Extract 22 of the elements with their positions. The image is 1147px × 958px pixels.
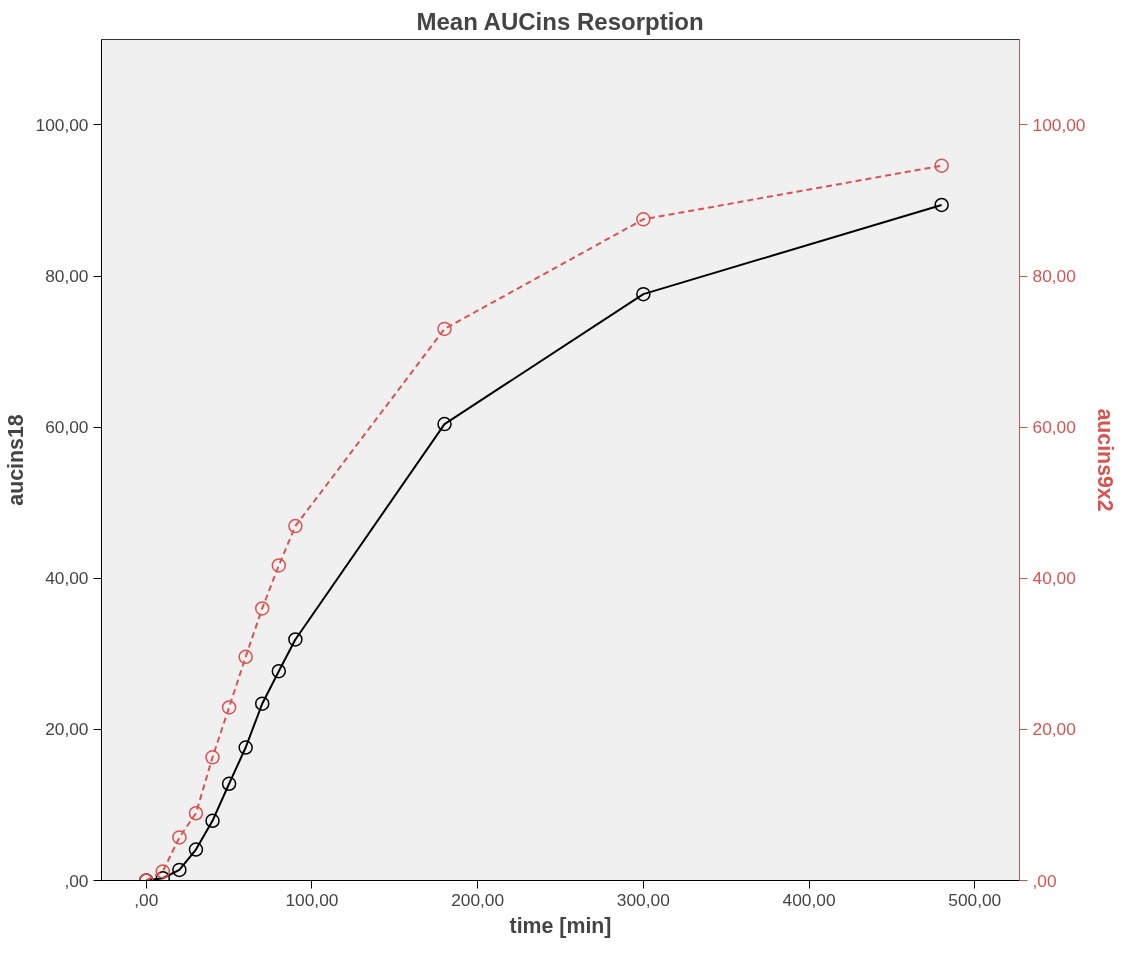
y2-tick-label: 100,00: [1032, 114, 1086, 135]
x-axis-title: time [min]: [509, 913, 612, 938]
y-tick-label: 20,00: [45, 719, 89, 740]
y2-tick-label: ,00: [1032, 870, 1057, 891]
y2-axis-title: aucins9x2: [1093, 408, 1118, 512]
y-tick-label: 40,00: [45, 568, 89, 589]
y2-tick-label: 60,00: [1032, 417, 1076, 438]
x-tick-label: ,00: [134, 889, 159, 910]
y-tick-label: 100,00: [35, 114, 89, 135]
y-tick-label: 60,00: [45, 417, 89, 438]
y-tick-label: 80,00: [45, 266, 89, 287]
chart-title: Mean AUCins Resorption: [416, 7, 704, 35]
x-tick-label: 400,00: [782, 889, 836, 910]
x-tick-label: 500,00: [948, 889, 1002, 910]
x-tick-label: 200,00: [451, 889, 505, 910]
y-tick-label: ,00: [64, 870, 89, 891]
y2-tick-label: 40,00: [1032, 568, 1076, 589]
y2-tick-label: 20,00: [1032, 719, 1076, 740]
x-tick-label: 300,00: [616, 889, 670, 910]
y2-tick-label: 80,00: [1032, 266, 1076, 287]
x-tick-label: 100,00: [285, 889, 339, 910]
y-axis-title: aucins18: [3, 414, 28, 506]
